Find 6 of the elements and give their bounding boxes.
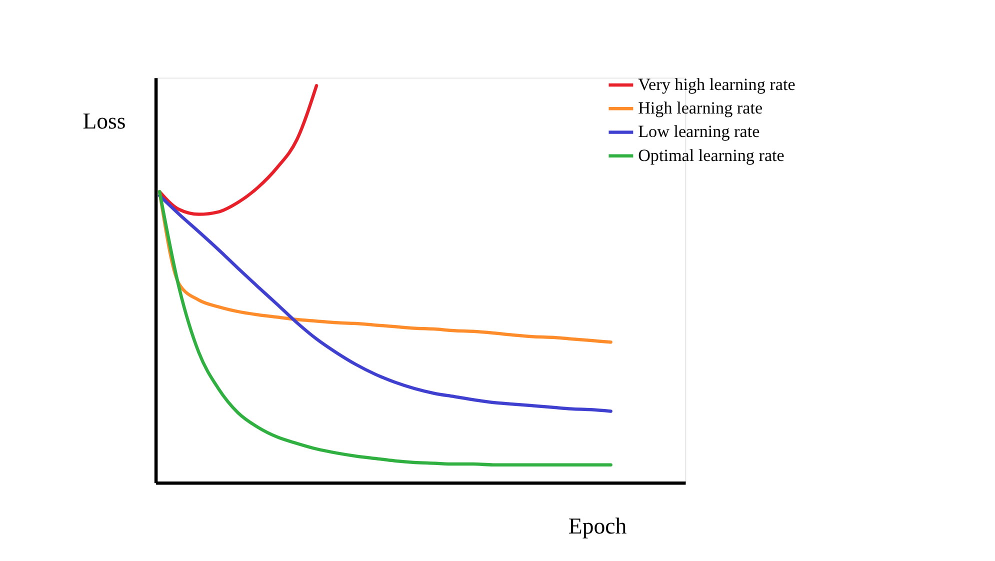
legend-label: Optimal learning rate	[638, 146, 784, 165]
legend-label: High learning rate	[638, 98, 763, 118]
x-axis-title: Epoch	[568, 514, 628, 539]
legend-label: Low learning rate	[638, 122, 760, 142]
y-axis-title: Loss	[82, 108, 126, 134]
legend-label: Very high learning rate	[638, 74, 796, 94]
